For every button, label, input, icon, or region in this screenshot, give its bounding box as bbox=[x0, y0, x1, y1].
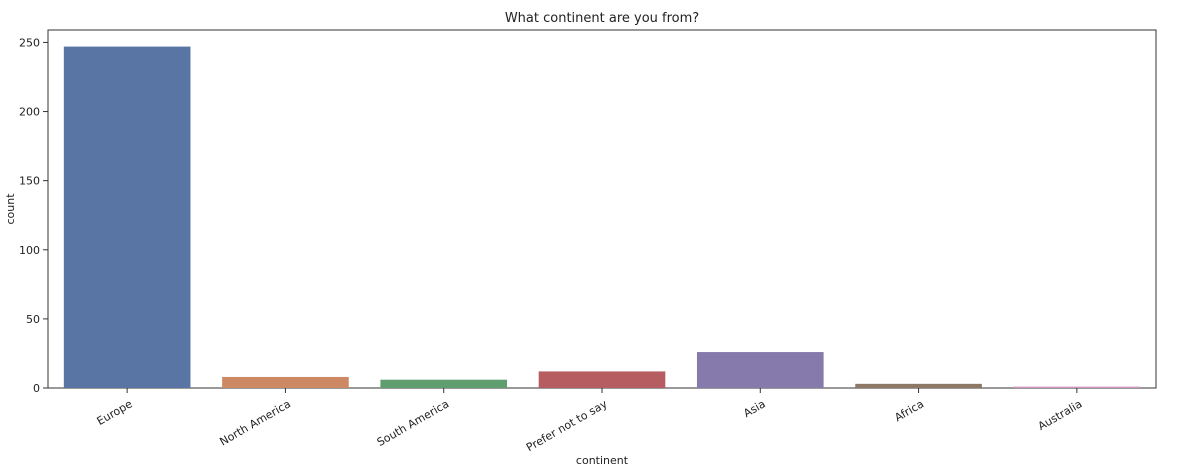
x-tick-label-australia: Australia bbox=[1036, 397, 1085, 433]
plot-frame bbox=[47, 29, 1157, 389]
y-tick-label: 50 bbox=[26, 313, 40, 326]
bar-south-america bbox=[380, 379, 508, 388]
y-tick-label: 150 bbox=[19, 175, 40, 188]
x-tick-label-north-america: North America bbox=[217, 397, 292, 448]
plot-area: 0 50 100 150 200 250 Europe North America South… bbox=[19, 29, 1157, 454]
y-tick-label: 200 bbox=[19, 106, 40, 119]
x-axis-ticks: Europe North America South America Prefer n… bbox=[95, 388, 1085, 454]
x-tick-label-south-america: South America bbox=[375, 397, 452, 449]
x-tick-label-africa: Africa bbox=[892, 397, 926, 424]
y-axis-ticks: 0 50 100 150 200 250 bbox=[19, 36, 48, 395]
bar-prefer-not-to-say bbox=[538, 371, 666, 388]
x-tick-label-asia: Asia bbox=[741, 397, 767, 420]
chart-title: What continent are you from? bbox=[505, 11, 699, 26]
y-tick-label: 250 bbox=[19, 36, 40, 49]
bar-europe bbox=[63, 46, 191, 389]
bars-group bbox=[63, 46, 1141, 389]
y-tick-label: 100 bbox=[19, 244, 40, 257]
x-tick-label-prefer-not-to-say: Prefer not to say bbox=[524, 397, 610, 454]
x-axis-label: continent bbox=[576, 454, 629, 467]
bar-australia bbox=[1013, 386, 1141, 388]
y-tick-label: 0 bbox=[33, 382, 40, 395]
y-axis-label: count bbox=[4, 193, 17, 225]
x-tick-label-europe: Europe bbox=[95, 397, 135, 428]
bar-north-america bbox=[222, 376, 349, 388]
bar-africa bbox=[855, 383, 982, 388]
bar-asia bbox=[696, 352, 824, 388]
